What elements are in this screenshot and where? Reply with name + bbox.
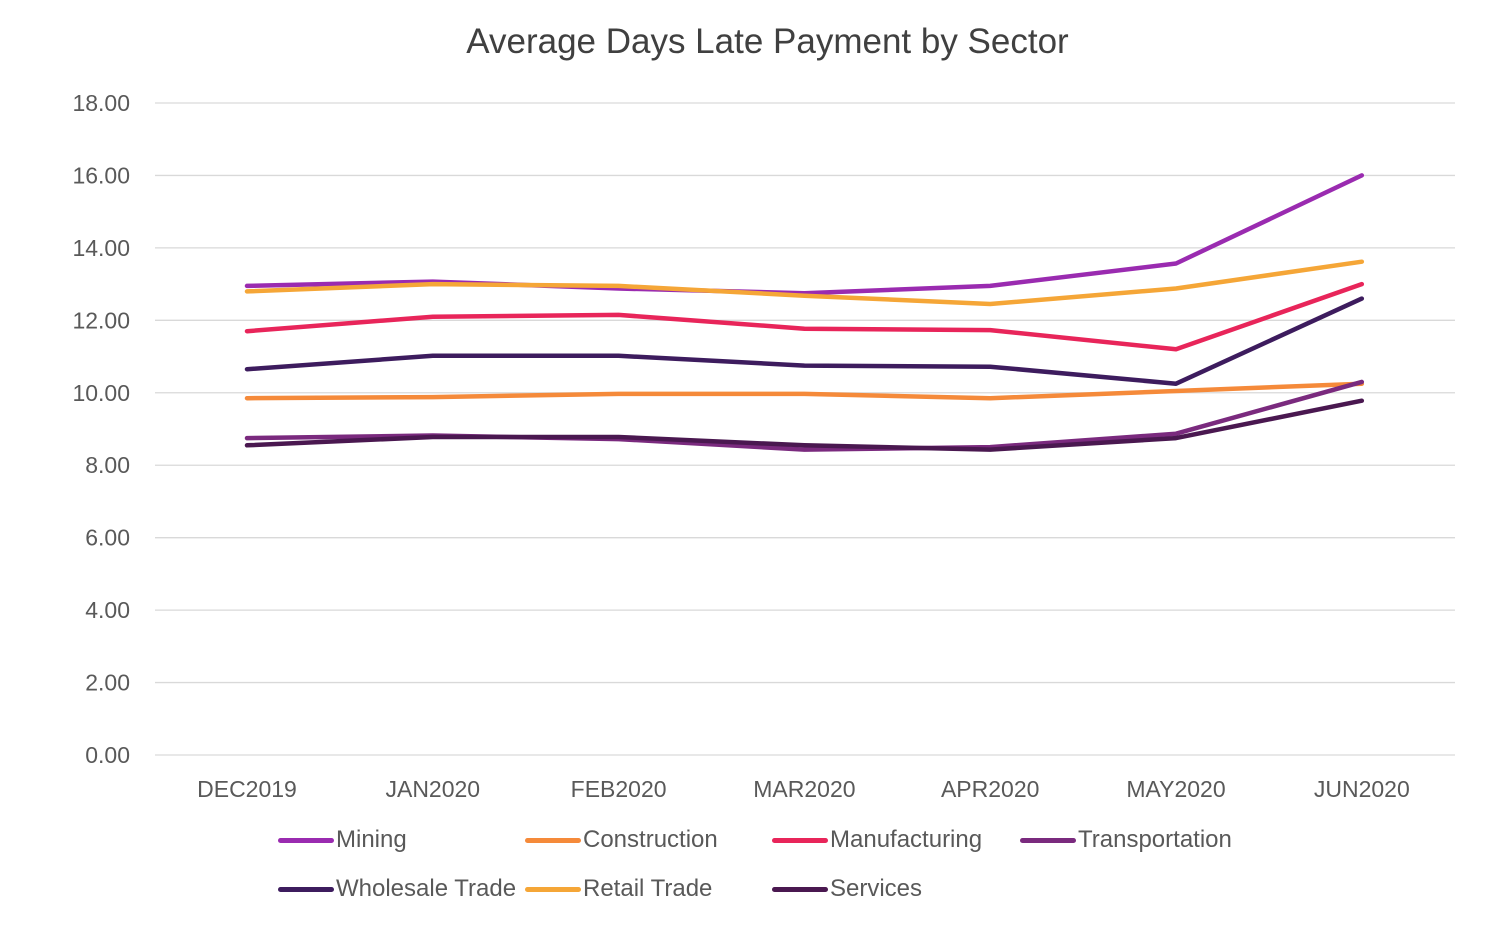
legend-swatch — [772, 837, 828, 843]
x-tick-label: JUN2020 — [1314, 776, 1410, 802]
y-tick-label: 8.00 — [85, 452, 130, 478]
x-tick-label: MAY2020 — [1126, 776, 1225, 802]
legend-item: Retail Trade — [525, 875, 712, 903]
legend-swatch — [525, 837, 581, 843]
y-tick-label: 18.00 — [72, 90, 130, 116]
x-tick-label: JAN2020 — [385, 776, 480, 802]
series-line-manufacturing — [244, 281, 1365, 352]
x-tick-label: APR2020 — [941, 776, 1039, 802]
legend-swatch — [278, 837, 334, 843]
legend-swatch — [1020, 837, 1076, 843]
y-tick-label: 0.00 — [85, 742, 130, 768]
chart-title: Average Days Late Payment by Sector — [466, 22, 1069, 61]
y-tick-label: 2.00 — [85, 670, 130, 696]
legend-label: Construction — [583, 826, 718, 853]
x-tick-label: MAR2020 — [753, 776, 855, 802]
legend-item: Transportation — [1020, 826, 1232, 854]
legend-swatch — [772, 886, 828, 892]
y-tick-label: 12.00 — [72, 307, 130, 333]
legend-label: Retail Trade — [583, 875, 713, 902]
legend-label: Mining — [336, 826, 407, 853]
legend-swatch — [525, 886, 581, 892]
legend-label: Manufacturing — [830, 826, 983, 853]
series-line-retail-trade — [244, 259, 1365, 307]
legend-item: Services — [772, 875, 922, 903]
x-tick-label: DEC2019 — [197, 776, 297, 802]
y-tick-label: 4.00 — [85, 597, 130, 623]
series-line-services — [244, 398, 1365, 452]
legend-item: Construction — [525, 826, 718, 854]
legend-label: Wholesale Trade — [336, 875, 517, 902]
series-line-construction — [244, 381, 1365, 401]
legend-item: Wholesale Trade — [278, 875, 516, 903]
legend-item: Manufacturing — [772, 826, 982, 854]
y-tick-label: 6.00 — [85, 525, 130, 551]
legend-swatch — [278, 886, 334, 892]
y-tick-label: 10.00 — [72, 380, 130, 406]
legend-item: Mining — [278, 826, 407, 854]
x-tick-label: FEB2020 — [571, 776, 667, 802]
legend-label: Services — [830, 875, 923, 902]
series-line-wholesale-trade — [244, 296, 1365, 386]
y-tick-label: 16.00 — [72, 162, 130, 188]
series-line-mining — [244, 173, 1365, 296]
y-tick-label: 14.00 — [72, 235, 130, 261]
legend-label: Transportation — [1078, 826, 1232, 853]
